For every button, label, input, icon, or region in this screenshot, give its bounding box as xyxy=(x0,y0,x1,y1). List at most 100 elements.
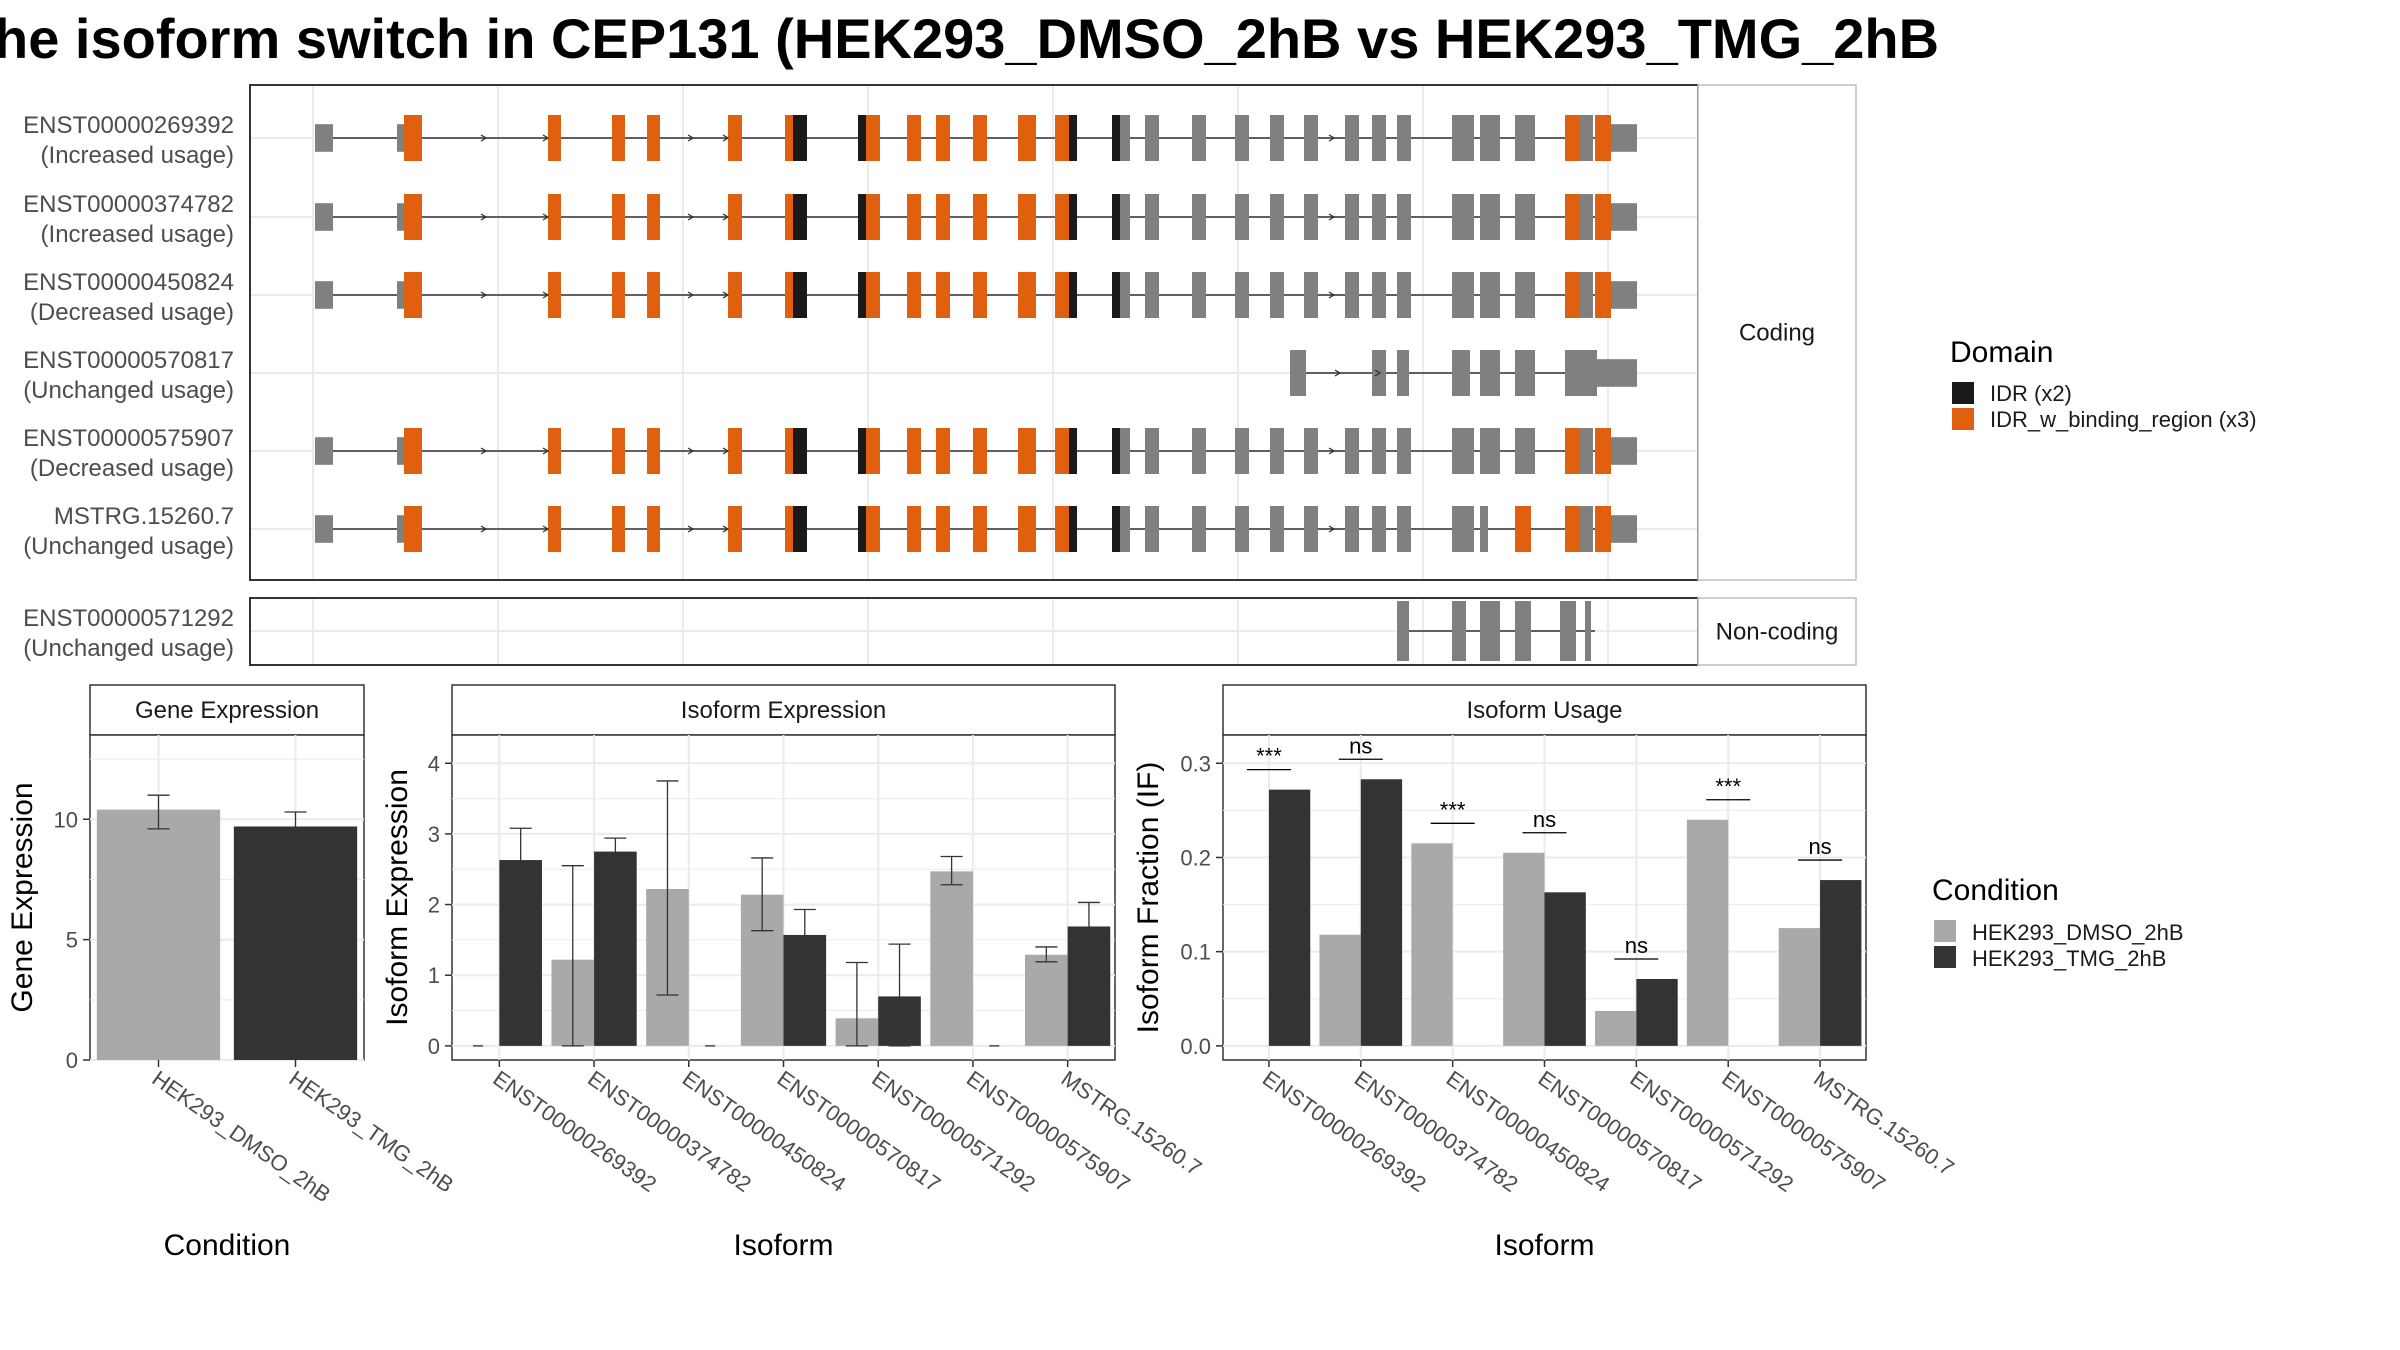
exon xyxy=(1595,428,1611,474)
exon xyxy=(404,272,422,318)
exon xyxy=(1515,601,1531,661)
exon xyxy=(1235,115,1249,161)
exon xyxy=(858,428,867,474)
isoform-usage-panel: Isoform Usage 0.0 0.1 0.2 0.3 Isoform Fractio… xyxy=(1132,684,1959,1262)
exon xyxy=(1120,506,1130,552)
exon xyxy=(1304,506,1318,552)
exon xyxy=(404,428,422,474)
transcript-id-label: MSTRG.15260.7 xyxy=(54,503,234,530)
x-tick-label: ENST00000450824 xyxy=(1442,1066,1615,1197)
bar xyxy=(1778,928,1821,1046)
exon xyxy=(793,272,807,318)
exon xyxy=(793,428,807,474)
noncoding-strip-label: Non-coding xyxy=(1716,619,1839,646)
exon xyxy=(936,506,950,552)
exon xyxy=(1452,601,1466,661)
exon xyxy=(1372,194,1386,240)
exon xyxy=(1145,115,1159,161)
exon xyxy=(1018,272,1036,318)
exon xyxy=(907,115,921,161)
exon xyxy=(1565,428,1579,474)
exon xyxy=(1397,272,1411,318)
exon xyxy=(793,506,807,552)
exon xyxy=(612,428,625,474)
x-axis-title: Condition xyxy=(164,1229,291,1262)
exon xyxy=(1480,272,1500,318)
exon xyxy=(1565,272,1579,318)
exon xyxy=(1611,281,1637,309)
exon xyxy=(1112,115,1120,161)
exon xyxy=(1515,350,1535,396)
exon xyxy=(1145,506,1159,552)
exon xyxy=(315,515,333,543)
exon xyxy=(1452,428,1474,474)
legend-swatch-tmg xyxy=(1934,946,1956,968)
domain-legend: Domain IDR (x2) IDR_w_binding_region (x3… xyxy=(1950,336,2257,432)
x-tick-label: ENST00000374782 xyxy=(583,1066,756,1197)
exon xyxy=(728,506,742,552)
exon xyxy=(1018,115,1036,161)
exon xyxy=(647,506,660,552)
exon xyxy=(973,506,987,552)
exon xyxy=(1611,124,1637,152)
exon xyxy=(936,428,950,474)
transcript-usage-label: (Unchanged usage) xyxy=(23,377,234,404)
legend-swatch-dmso xyxy=(1934,920,1956,942)
significance-label: *** xyxy=(1715,774,1741,799)
exon xyxy=(1480,350,1500,396)
significance-label: ns xyxy=(1808,834,1831,859)
significance-label: *** xyxy=(1256,744,1282,769)
exon xyxy=(728,428,742,474)
exon xyxy=(1345,194,1359,240)
exon xyxy=(1397,194,1411,240)
transcript-id-label: ENST00000575907 xyxy=(23,425,234,452)
exon xyxy=(866,194,880,240)
exon xyxy=(1560,601,1576,661)
exon xyxy=(866,428,880,474)
exon xyxy=(973,272,987,318)
exon xyxy=(1565,194,1579,240)
exon xyxy=(1611,203,1637,231)
exon xyxy=(612,115,625,161)
exon xyxy=(1069,428,1077,474)
noncoding-strip xyxy=(1697,597,1857,666)
exon xyxy=(1452,350,1470,396)
exon xyxy=(973,115,987,161)
exon xyxy=(936,272,950,318)
exon xyxy=(647,115,660,161)
exon xyxy=(1069,272,1077,318)
bar xyxy=(1360,779,1403,1046)
x-tick-label: ENST00000269392 xyxy=(1258,1066,1431,1197)
exon xyxy=(907,272,921,318)
exon xyxy=(793,115,807,161)
y-tick-label: 3 xyxy=(428,822,440,847)
exon xyxy=(1018,506,1036,552)
exon xyxy=(1018,428,1036,474)
exon xyxy=(397,281,405,309)
exon xyxy=(1145,272,1159,318)
domain-legend-title: Domain xyxy=(1950,336,2053,369)
transcript-usage-label: (Unchanged usage) xyxy=(23,533,234,560)
exon xyxy=(1192,428,1206,474)
coding-strip xyxy=(1697,84,1857,581)
exon xyxy=(1565,350,1597,396)
exon xyxy=(1120,272,1130,318)
legend-label-dmso: HEK293_DMSO_2hB xyxy=(1972,920,2184,945)
x-axis-title: Isoform xyxy=(1494,1229,1594,1262)
exon xyxy=(1579,428,1593,474)
exon xyxy=(1055,272,1069,318)
x-tick-label: ENST00000571292 xyxy=(1625,1066,1798,1197)
exon xyxy=(866,272,880,318)
exon xyxy=(1270,428,1284,474)
exon xyxy=(612,272,625,318)
exon xyxy=(404,115,422,161)
y-tick-label: 0.2 xyxy=(1180,845,1211,870)
exon xyxy=(315,437,333,465)
exon xyxy=(858,194,867,240)
y-tick-label: 10 xyxy=(54,807,78,832)
y-tick-label: 2 xyxy=(428,893,440,918)
exon xyxy=(785,506,793,552)
exon xyxy=(728,272,742,318)
exon xyxy=(397,515,405,543)
